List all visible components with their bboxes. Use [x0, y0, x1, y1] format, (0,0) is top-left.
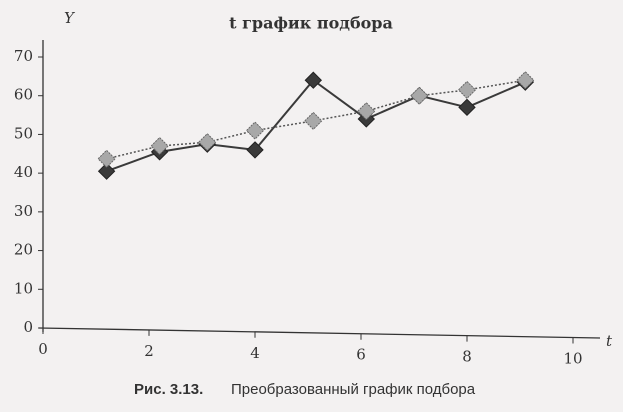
x-tick-label: 4 [250, 344, 260, 362]
x-tick-label: 8 [462, 348, 472, 366]
point [516, 71, 535, 90]
x-axis [38, 327, 601, 339]
chart-title: t график подбора [229, 14, 393, 33]
y-tick-label: 10 [14, 279, 33, 297]
y-tick-label: 70 [14, 47, 33, 65]
y-tick-label: 20 [14, 241, 33, 259]
point [410, 86, 429, 105]
x-axis-label: t [606, 332, 613, 350]
point [150, 136, 169, 156]
y-tick-label: 60 [14, 86, 33, 104]
caption-text: Преобразованный график подбора [231, 381, 476, 398]
x-tick-label: 6 [356, 346, 366, 364]
point [97, 162, 116, 180]
caption-label: Рис. 3.13. [134, 381, 203, 398]
point [457, 80, 477, 100]
x-tick-label: 2 [144, 342, 154, 360]
point [198, 132, 217, 152]
point [245, 121, 265, 140]
x-tick-label: 0 [38, 340, 48, 358]
point [246, 141, 264, 159]
y-tick-label: 40 [14, 163, 33, 181]
point [304, 111, 323, 131]
point [357, 102, 376, 121]
point [304, 71, 323, 89]
x-tick-label: 10 [563, 350, 582, 368]
y-tick-label: 50 [14, 124, 33, 142]
y-axis-label: Y [64, 9, 76, 27]
y-tick-label: 0 [23, 318, 33, 336]
y-tick-label: 30 [14, 202, 33, 220]
point [97, 149, 116, 169]
point [458, 98, 476, 117]
